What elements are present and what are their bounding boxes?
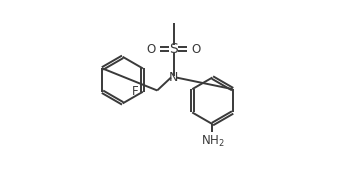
Text: NH$_2$: NH$_2$ xyxy=(200,134,224,149)
Text: O: O xyxy=(192,42,201,56)
Text: N: N xyxy=(169,71,178,84)
Text: S: S xyxy=(169,42,178,56)
Text: F: F xyxy=(132,85,139,98)
Text: O: O xyxy=(147,42,156,56)
